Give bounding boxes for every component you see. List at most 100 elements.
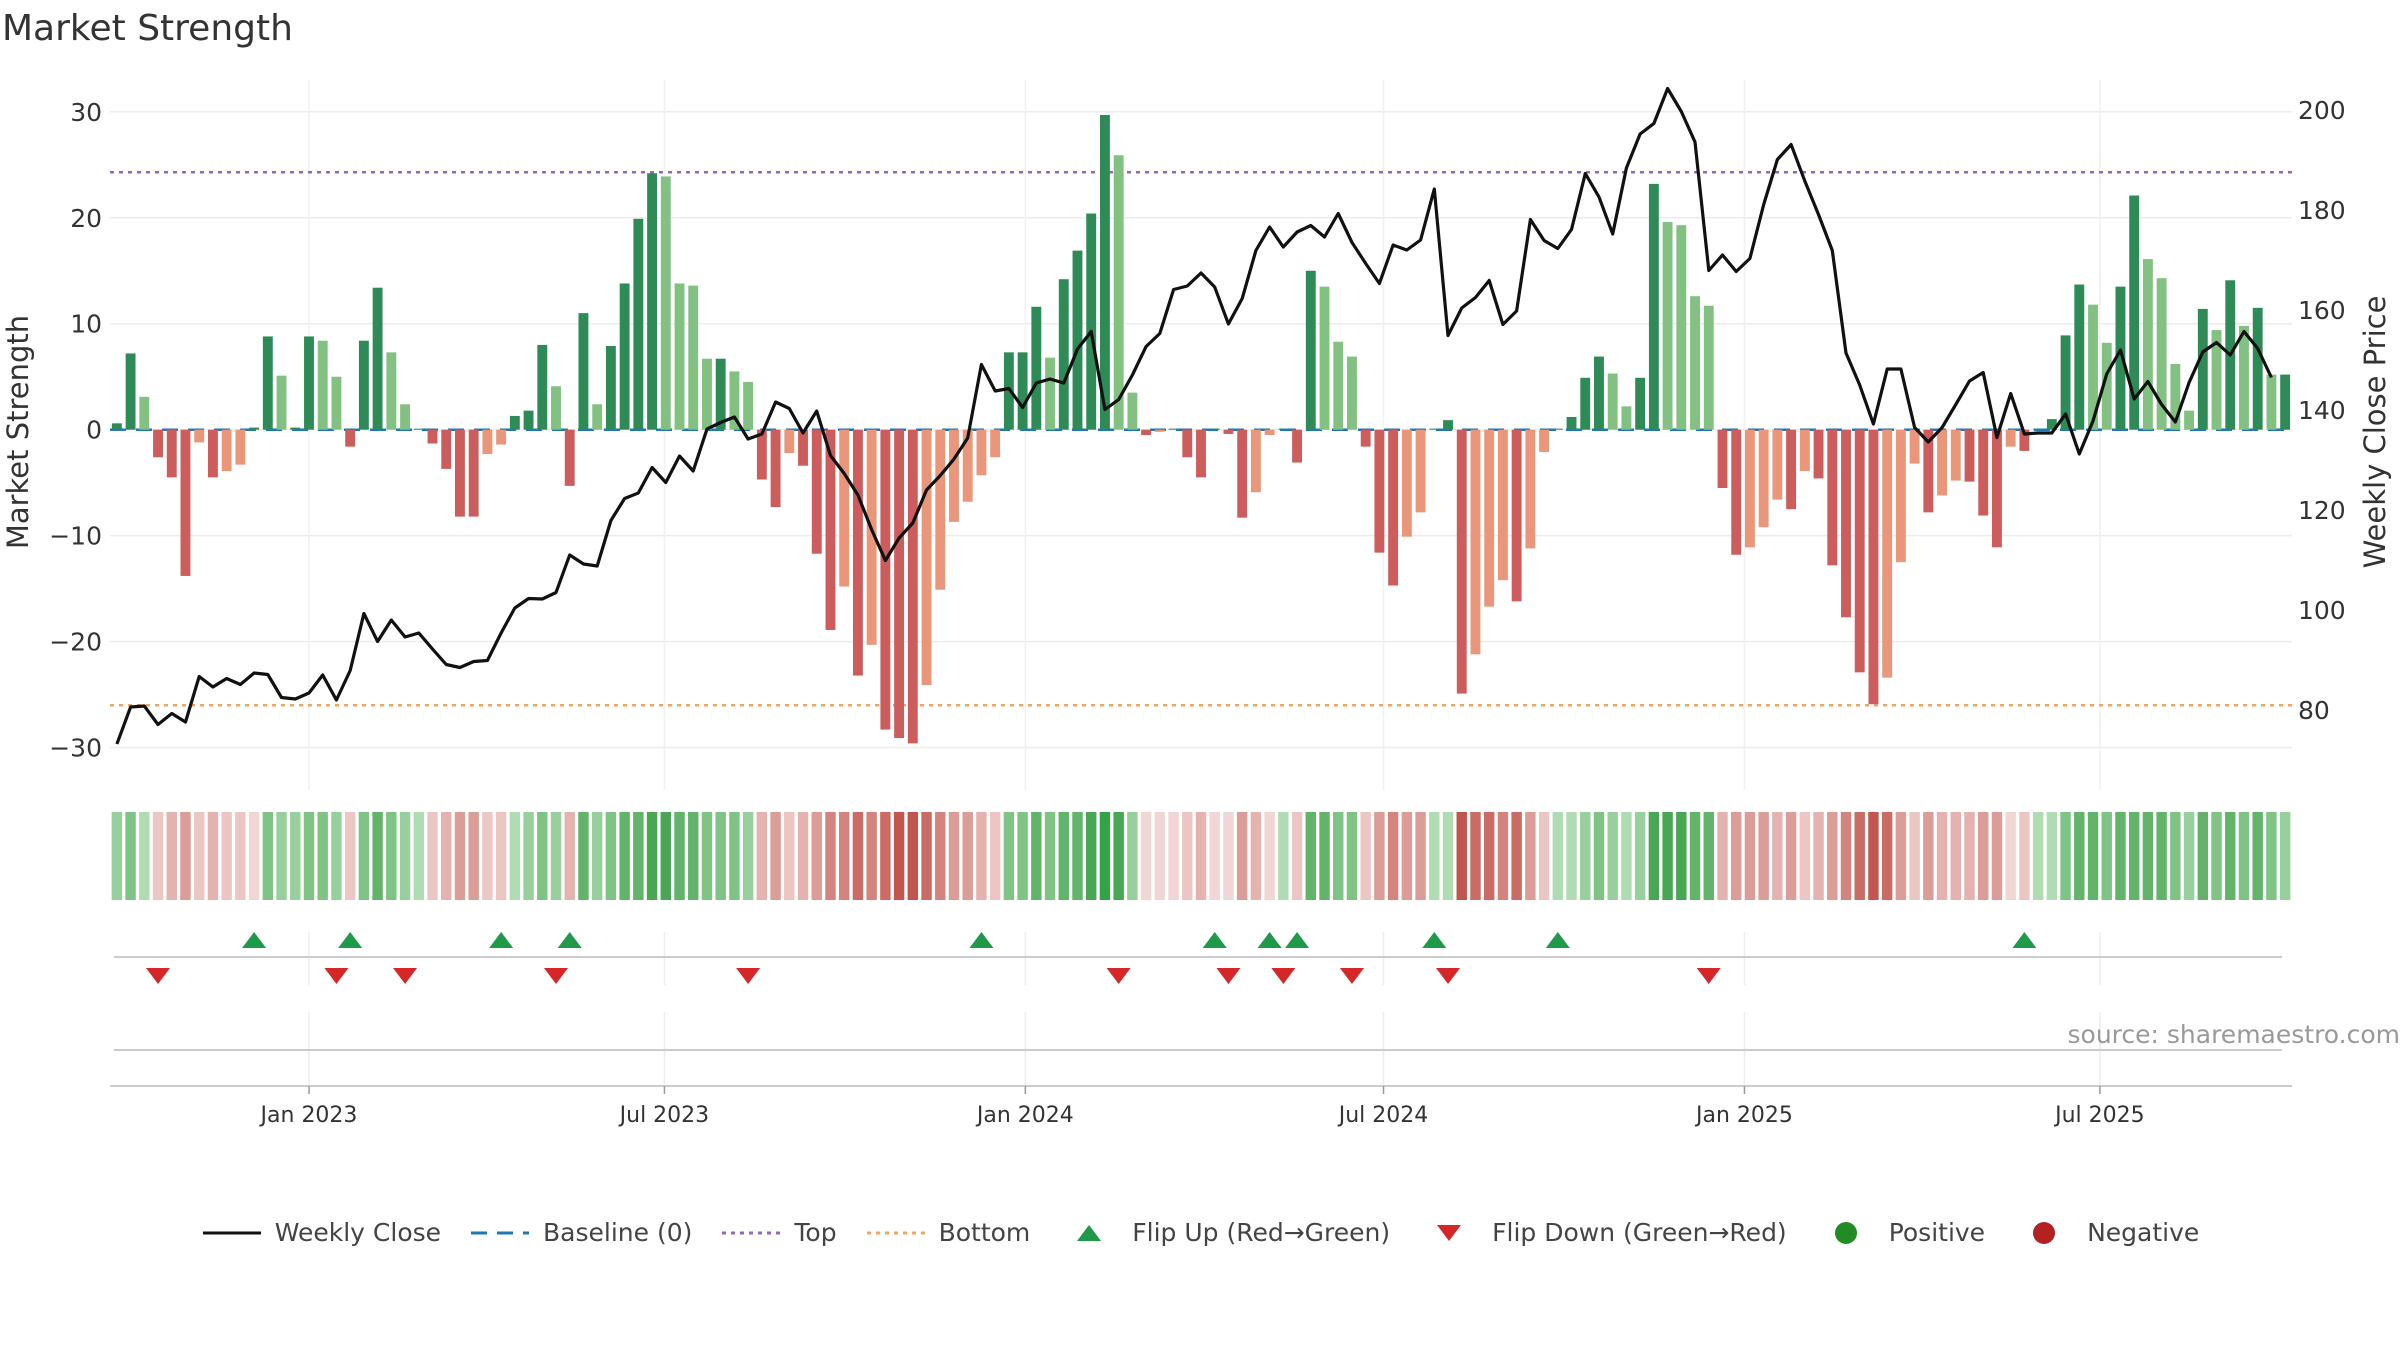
heat-cell xyxy=(1031,812,1042,900)
heat-cell xyxy=(770,812,781,900)
heat-cell xyxy=(2128,812,2140,900)
strength-bar xyxy=(1223,429,1234,434)
strength-bar xyxy=(235,429,246,465)
heat-cell xyxy=(1442,812,1454,900)
heat-cell xyxy=(523,812,534,900)
heat-cell xyxy=(2252,812,2263,900)
strength-bar xyxy=(619,283,630,430)
flip-down-marker xyxy=(736,968,761,984)
strength-bar xyxy=(1497,429,1508,581)
strength-bar xyxy=(331,376,342,430)
heat-cell xyxy=(1799,812,1811,900)
heat-cell xyxy=(797,812,809,900)
strength-bar xyxy=(1868,429,1879,705)
heat-cell xyxy=(701,812,713,900)
strength-bar xyxy=(990,429,1001,458)
strength-bar xyxy=(523,410,534,430)
strength-bar xyxy=(207,429,218,478)
legend-item: Bottom xyxy=(865,1218,1030,1247)
strength-bar xyxy=(441,429,452,469)
heat-cell xyxy=(1840,812,1852,900)
left-tick-label: −20 xyxy=(49,628,102,657)
strength-bar xyxy=(688,285,699,430)
heat-cell xyxy=(715,812,726,900)
heat-cell xyxy=(1895,812,1907,900)
strength-bar xyxy=(468,429,479,517)
strength-bar xyxy=(2184,410,2195,430)
strength-bar xyxy=(166,429,177,478)
heat-cell xyxy=(852,812,864,900)
heat-cell xyxy=(427,812,438,900)
heat-cell xyxy=(1072,812,1083,900)
heat-cell xyxy=(1978,812,1989,900)
reference-lines xyxy=(110,170,2292,707)
legend-swatch-dot-orange xyxy=(866,1231,925,1234)
strength-bar xyxy=(345,429,356,447)
heat-cell xyxy=(784,812,795,900)
heat-cell xyxy=(235,812,246,900)
legend-swatch-circle-red xyxy=(2033,1221,2056,1244)
strength-bar xyxy=(317,340,328,430)
heat-cell xyxy=(1730,812,1742,900)
heat-cell xyxy=(1991,812,2003,900)
heat-cell xyxy=(1950,812,1961,900)
legend-item: Flip Down (Green→Red) xyxy=(1418,1218,1787,1247)
strength-bar xyxy=(455,429,465,517)
strength-bar xyxy=(1305,270,1316,430)
heat-cell xyxy=(1387,812,1399,900)
heat-cell xyxy=(1044,812,1056,900)
legend-swatch-dash xyxy=(471,1231,530,1234)
strength-bar xyxy=(1388,429,1399,586)
strength-bar xyxy=(839,429,850,587)
strength-bar xyxy=(1635,377,1646,430)
strength-bar xyxy=(249,427,260,430)
heat-cell xyxy=(1923,812,1934,900)
heat-cell xyxy=(2115,812,2126,900)
flip-down-marker xyxy=(1339,968,1364,984)
strength-bar xyxy=(578,313,589,430)
right-axis: 200 180 160 140 120 100 80 xyxy=(2298,96,2346,725)
strength-bar xyxy=(1264,429,1275,435)
strength-bar xyxy=(1909,429,1920,464)
heat-cell xyxy=(1085,812,1097,900)
flip-up-marker xyxy=(1202,932,1227,948)
strength-bar xyxy=(1058,279,1069,430)
strength-bar xyxy=(852,429,863,676)
strength-bar xyxy=(1374,429,1385,553)
strength-bar xyxy=(674,283,685,430)
heat-cell xyxy=(2211,812,2222,900)
heat-cell xyxy=(303,812,315,900)
strength-bar xyxy=(1841,429,1851,618)
heat-cell xyxy=(1607,812,1618,900)
strength-bar xyxy=(2197,308,2208,430)
left-tick-label: 0 xyxy=(86,416,102,445)
flip-down-marker xyxy=(393,968,418,984)
right-tick-label: 100 xyxy=(2298,596,2346,625)
strength-bar xyxy=(1978,429,1989,516)
heat-cell xyxy=(344,812,356,900)
heat-cell xyxy=(2266,812,2277,900)
strength-bar xyxy=(605,345,616,430)
legend-swatch-circle-green xyxy=(1834,1221,1857,1244)
heat-cell xyxy=(2087,812,2099,900)
heat-cell xyxy=(550,812,562,900)
heat-strip xyxy=(111,812,2291,900)
heat-cell xyxy=(1936,812,1948,900)
strength-bar xyxy=(1099,114,1110,430)
heat-cell xyxy=(1250,812,1262,900)
heat-cell xyxy=(1909,812,1920,900)
strength-bar xyxy=(2142,259,2153,430)
heat-cell xyxy=(825,812,836,900)
chart-title: Market Strength xyxy=(2,8,293,49)
strength-bar xyxy=(1717,429,1728,488)
legend-item: Negative xyxy=(2013,1218,2199,1247)
weekly-close-line xyxy=(115,86,2273,745)
strength-bar xyxy=(660,176,671,430)
strength-bar xyxy=(496,429,507,445)
heat-cell xyxy=(1552,812,1564,900)
strength-bar xyxy=(1237,429,1248,518)
heat-cell xyxy=(907,812,919,900)
strength-bar xyxy=(1539,429,1550,452)
heat-cell xyxy=(2005,812,2016,900)
left-axis: 30 20 10 0 −10 −20 −30 xyxy=(49,98,102,763)
